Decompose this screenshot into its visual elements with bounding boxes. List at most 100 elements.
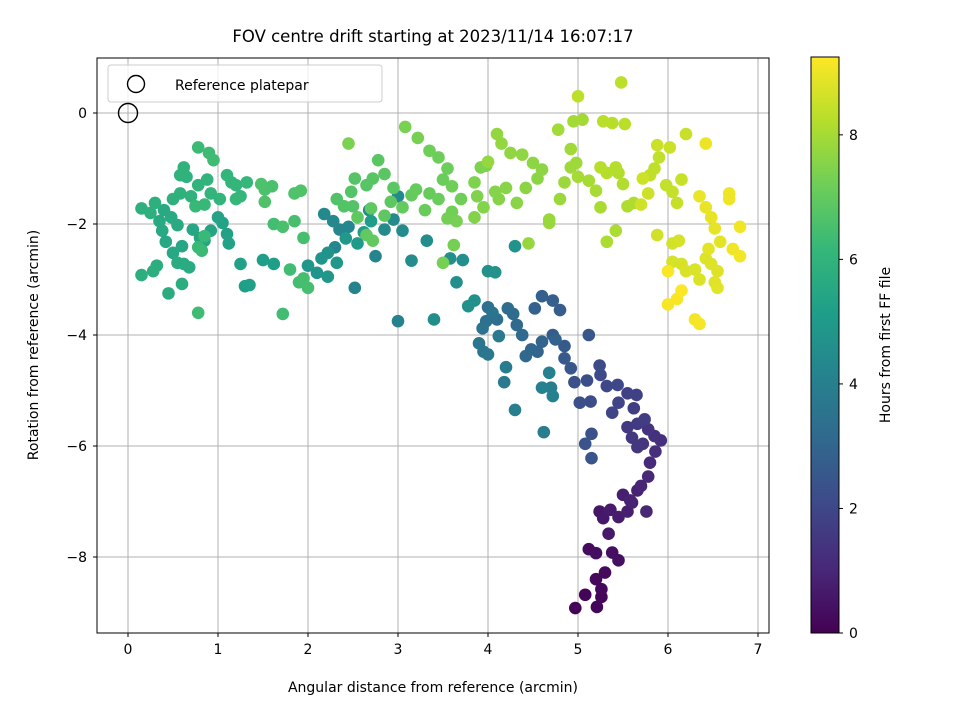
- x-tick-label: 6: [664, 642, 673, 658]
- data-point: [650, 138, 664, 152]
- data-point: [310, 266, 324, 280]
- data-point: [661, 298, 675, 311]
- data-point: [612, 554, 625, 567]
- data-point: [526, 156, 540, 170]
- y-tick-label: −2: [66, 217, 87, 233]
- data-point: [535, 163, 549, 176]
- data-point: [200, 173, 214, 186]
- data-point: [326, 214, 340, 228]
- data-point: [229, 192, 243, 206]
- data-point: [220, 227, 234, 241]
- data-point: [590, 600, 604, 614]
- data-point: [549, 333, 562, 346]
- data-point: [643, 456, 657, 469]
- data-point: [631, 440, 644, 454]
- x-tick-label: 7: [754, 642, 763, 658]
- data-point: [317, 207, 331, 221]
- data-point: [571, 90, 585, 103]
- x-tick-label: 3: [394, 642, 403, 658]
- data-point: [369, 249, 382, 263]
- data-point: [537, 425, 551, 439]
- data-point: [704, 211, 718, 224]
- data-point: [722, 192, 736, 206]
- data-point: [177, 161, 191, 174]
- data-point: [492, 329, 506, 343]
- data-point: [688, 263, 702, 276]
- data-point: [661, 264, 675, 278]
- data-point: [497, 375, 511, 389]
- data-point: [605, 406, 619, 420]
- data-point: [409, 183, 423, 196]
- legend-box: [107, 64, 383, 103]
- data-point: [171, 256, 184, 270]
- data-point: [604, 503, 617, 517]
- data-point: [468, 294, 481, 307]
- data-point: [297, 272, 310, 285]
- data-point: [672, 234, 686, 247]
- reference-platepar-marker: [117, 102, 139, 124]
- y-axis-label: Rotation from reference (arcmin): [26, 230, 42, 460]
- data-point: [611, 378, 624, 392]
- data-point: [582, 328, 596, 342]
- x-axis-label: Angular distance from reference (arcmin): [288, 680, 578, 696]
- data-point: [693, 189, 706, 203]
- data-point: [621, 420, 634, 434]
- data-point: [663, 141, 677, 154]
- data-point: [558, 176, 571, 189]
- data-point: [432, 192, 445, 206]
- data-point: [481, 155, 495, 169]
- colorbar-tick-label: 0: [849, 626, 858, 642]
- colorbar-tick-label: 6: [849, 252, 858, 268]
- legend-entry-label: Reference platepar: [175, 78, 309, 94]
- data-point: [702, 242, 715, 256]
- data-point: [456, 253, 470, 267]
- data-point: [612, 510, 625, 524]
- data-point: [573, 396, 587, 410]
- data-point: [593, 359, 606, 372]
- legend: Reference platepar: [107, 64, 383, 103]
- data-point: [351, 237, 364, 250]
- reference-marker: [117, 102, 139, 124]
- data-point: [488, 265, 502, 279]
- data-point: [553, 303, 567, 317]
- data-point: [447, 238, 461, 252]
- colorbar-gradient: [810, 56, 840, 634]
- x-tick-label: 5: [574, 642, 583, 658]
- data-point: [693, 273, 706, 286]
- data-point: [189, 199, 202, 213]
- data-point: [640, 505, 653, 518]
- data-point: [713, 235, 727, 249]
- data-point: [182, 260, 196, 274]
- data-point: [578, 437, 592, 451]
- data-point: [384, 195, 398, 209]
- data-point: [297, 231, 310, 245]
- data-point: [204, 187, 218, 200]
- data-point: [423, 144, 436, 158]
- data-point: [301, 259, 315, 272]
- data-point: [670, 196, 684, 210]
- data-point: [569, 601, 582, 615]
- data-point: [589, 546, 603, 560]
- data-point: [510, 318, 524, 332]
- data-point: [582, 174, 596, 188]
- data-point: [699, 137, 713, 150]
- data-point: [184, 189, 198, 203]
- data-point: [366, 172, 380, 185]
- data-point: [666, 185, 679, 199]
- data-point: [148, 196, 162, 210]
- data-point: [708, 222, 722, 235]
- data-point: [600, 379, 614, 393]
- data-point: [551, 123, 565, 136]
- data-point: [256, 253, 270, 267]
- data-point: [207, 153, 220, 167]
- data-point: [351, 211, 364, 224]
- data-point: [288, 214, 301, 228]
- data-point: [623, 494, 637, 507]
- data-point: [564, 362, 578, 375]
- data-point: [733, 249, 747, 263]
- data-point: [522, 237, 535, 250]
- data-point: [396, 224, 409, 237]
- data-point: [378, 209, 391, 222]
- data-point: [585, 427, 598, 441]
- grid-lines: [97, 58, 769, 633]
